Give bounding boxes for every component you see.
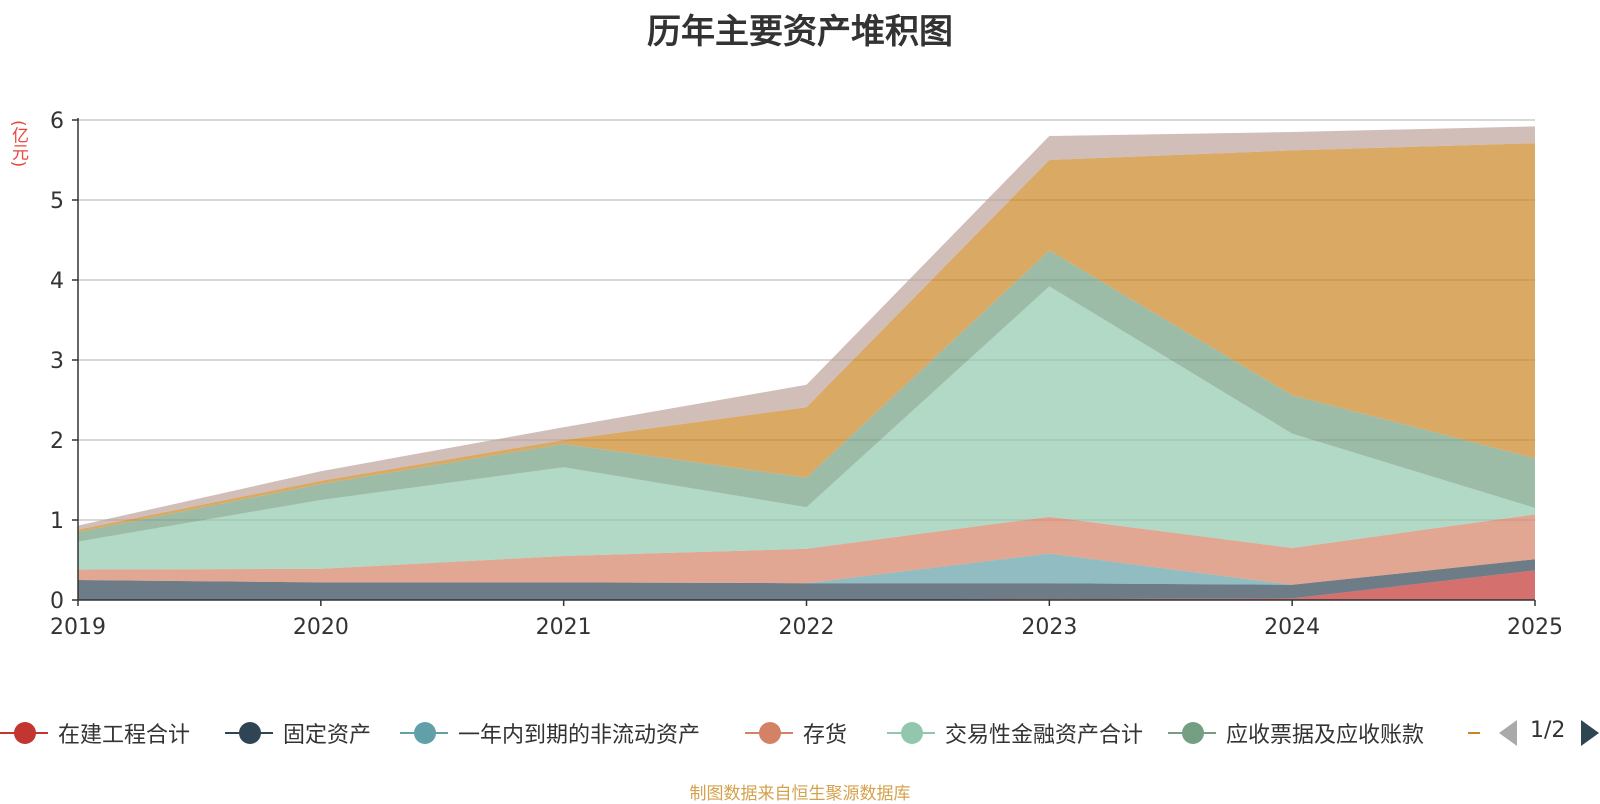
y-tick-label: 0: [50, 589, 64, 614]
stacked-area-chart: 0 1 2 3 4 5 6 2019 2020 2021 2022 2023 2024 2025: [50, 109, 1563, 640]
legend-item-7[interactable]: [1468, 713, 1482, 753]
x-tick-label: 2025: [1507, 615, 1563, 640]
legend-marker-icon: [1468, 713, 1482, 753]
legend-item-1[interactable]: 在建工程合计: [0, 713, 190, 753]
legend-label: 交易性金融资产合计: [945, 723, 1144, 748]
area-series-group: [78, 126, 1535, 600]
legend-item-5[interactable]: 交易性金融资产合计: [887, 713, 1143, 753]
legend-marker-icon: [1168, 713, 1218, 753]
tick-labels: 0 1 2 3 4 5 6 2019 2020 2021 2022 2023 2024 2025: [50, 109, 1563, 640]
data-source-note: 制图数据来自恒生聚源数据库: [689, 784, 911, 804]
x-tick-label: 2021: [536, 615, 592, 640]
x-tick-label: 2022: [779, 615, 835, 640]
legend-item-2[interactable]: 固定资产: [225, 713, 371, 753]
legend-label: 在建工程合计: [58, 723, 191, 748]
legend-page-indicator: 1/2: [1530, 718, 1566, 743]
area-series-5[interactable]: [78, 286, 1535, 570]
x-tick-label: 2024: [1264, 615, 1320, 640]
legend-marker-icon: [887, 713, 937, 753]
y-tick-label: 4: [50, 269, 64, 294]
y-tick-label: 5: [50, 189, 64, 214]
legend-label: 一年内到期的非流动资产: [458, 723, 701, 748]
legend-marker-icon: [745, 713, 795, 753]
x-tick-label: 2020: [293, 615, 349, 640]
legend-marker-icon: [0, 713, 50, 753]
y-tick-label: 2: [50, 429, 64, 454]
legend-marker-icon: [400, 713, 450, 753]
area-series-1[interactable]: [78, 570, 1535, 600]
area-series-7[interactable]: [78, 143, 1535, 532]
y-tick-label: 6: [50, 109, 64, 134]
legend-item-4[interactable]: 存货: [745, 713, 847, 753]
y-axis-unit-label: (亿元): [8, 120, 28, 168]
legend-marker-icon: [225, 713, 275, 753]
x-tick-label: 2023: [1021, 615, 1077, 640]
chart-legend: 在建工程合计 固定资产 一年内到期的非流动资产 存货 交易性金融资产合计 应收票据及应收账…: [0, 713, 1600, 753]
area-series-6[interactable]: [78, 250, 1535, 542]
legend-item-3[interactable]: 一年内到期的非流动资产: [400, 713, 700, 753]
legend-label: 应收票据及应收账款: [1226, 723, 1425, 748]
triangle-right-icon[interactable]: [1581, 720, 1599, 746]
triangle-left-icon[interactable]: [1499, 720, 1517, 746]
y-tick-label: 3: [50, 349, 64, 374]
axes: [72, 118, 1536, 606]
chart-title: 历年主要资产堆积图: [647, 12, 953, 52]
area-series-3[interactable]: [78, 553, 1535, 585]
legend-label: 固定资产: [283, 723, 372, 748]
x-tick-label: 2019: [50, 615, 106, 640]
legend-item-6[interactable]: 应收票据及应收账款: [1168, 713, 1424, 753]
area-series-2[interactable]: [78, 559, 1535, 600]
y-tick-label: 1: [50, 509, 64, 534]
legend-label: 存货: [803, 723, 848, 748]
area-series-4[interactable]: [78, 514, 1535, 585]
